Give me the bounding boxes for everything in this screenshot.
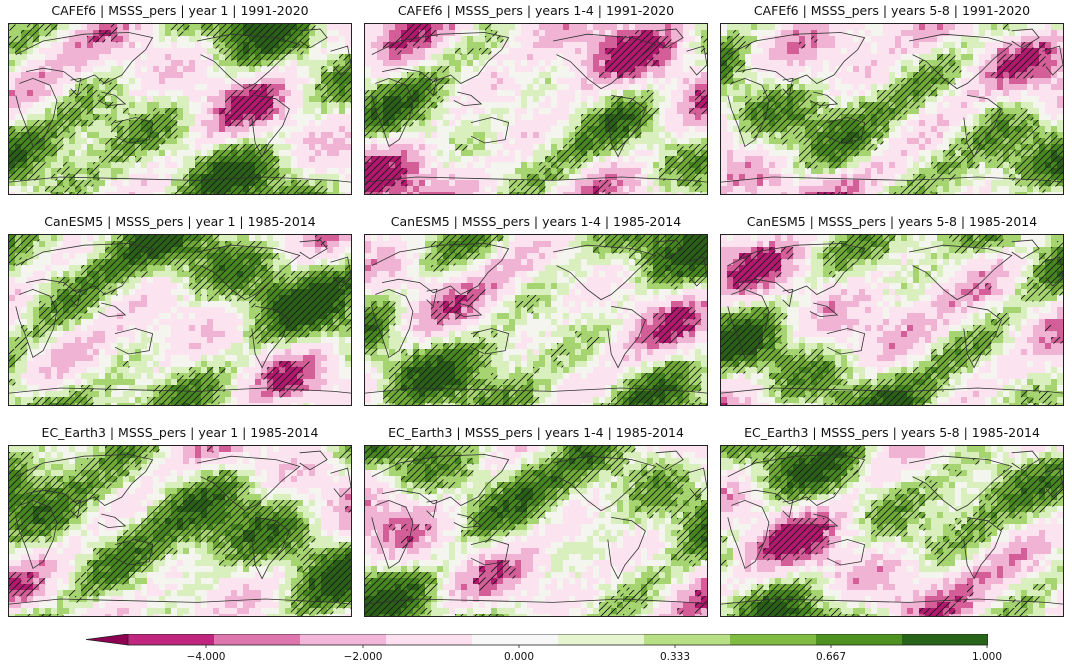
skill-field <box>9 235 351 405</box>
coastlines <box>9 28 351 183</box>
skill-map <box>720 445 1064 617</box>
skill-field <box>365 235 707 405</box>
skill-map <box>720 23 1064 195</box>
skill-map <box>8 23 352 195</box>
colorbar-segment <box>902 634 988 645</box>
map-panel: CanESM5 | MSSS_pers | years 1-4 | 1985-2… <box>364 214 708 406</box>
map-panel: CanESM5 | MSSS_pers | year 1 | 1985-2014 <box>8 214 352 406</box>
skill-field <box>721 24 1063 194</box>
colorbar-tick-label: 0.333 <box>659 651 691 663</box>
colorbar-segment <box>214 634 301 645</box>
coastlines <box>721 450 1063 605</box>
skill-map <box>8 445 352 617</box>
colorbar-segment <box>128 634 215 645</box>
colorbar-tick-label: 0.000 <box>503 651 535 663</box>
coastlines <box>365 239 707 394</box>
coastlines <box>9 239 351 394</box>
skill-field <box>9 446 351 616</box>
coastlines <box>365 28 707 183</box>
map-panel: EC_Earth3 | MSSS_pers | years 5-8 | 1985… <box>720 425 1064 617</box>
colorbar-tick-label: −4.000 <box>186 651 226 663</box>
colorbar-segment <box>558 634 645 645</box>
panel-title: CAFEf6 | MSSS_pers | years 5-8 | 1991-20… <box>753 3 1031 18</box>
panel-title: CanESM5 | MSSS_pers | year 1 | 1985-2014 <box>44 214 316 229</box>
coastlines <box>365 450 707 605</box>
skill-map <box>364 23 708 195</box>
skill-field <box>721 446 1063 616</box>
coastlines <box>721 239 1063 394</box>
skill-field <box>365 446 707 616</box>
colorbar-segment <box>730 634 817 645</box>
skill-map <box>364 234 708 406</box>
map-panel: EC_Earth3 | MSSS_pers | year 1 | 1985-20… <box>8 425 352 617</box>
significance-hatching <box>365 24 707 194</box>
significance-hatching <box>365 446 707 616</box>
significance-hatching <box>9 235 351 405</box>
panel-title: CanESM5 | MSSS_pers | years 1-4 | 1985-2… <box>390 214 682 229</box>
coastlines <box>721 28 1063 183</box>
panel-title: CAFEf6 | MSSS_pers | year 1 | 1991-2020 <box>51 3 309 18</box>
colorbar-segment <box>300 634 387 645</box>
colorbar <box>86 634 988 648</box>
panel-title: EC_Earth3 | MSSS_pers | years 5-8 | 1985… <box>744 425 1040 440</box>
map-panel: CanESM5 | MSSS_pers | years 5-8 | 1985-2… <box>720 214 1064 406</box>
map-panel: EC_Earth3 | MSSS_pers | years 1-4 | 1985… <box>364 425 708 617</box>
colorbar-extend-arrow <box>86 634 129 646</box>
skill-map <box>8 234 352 406</box>
skill-field <box>365 24 707 194</box>
significance-hatching <box>721 24 1063 194</box>
colorbar-segment <box>386 634 473 645</box>
colorbar-segment <box>644 634 731 645</box>
colorbar-tick-label: −2.000 <box>343 651 383 663</box>
colorbar-segment <box>472 634 559 645</box>
map-panel: CAFEf6 | MSSS_pers | years 1-4 | 1991-20… <box>364 3 708 195</box>
significance-hatching <box>721 446 1063 616</box>
colorbar-tick-label: 1.000 <box>971 651 1003 663</box>
skill-map <box>720 234 1064 406</box>
panel-title: CAFEf6 | MSSS_pers | years 1-4 | 1991-20… <box>397 3 675 18</box>
map-panel: CAFEf6 | MSSS_pers | year 1 | 1991-2020 <box>8 3 352 195</box>
coastlines <box>9 450 351 605</box>
skill-field <box>721 235 1063 405</box>
panel-title: EC_Earth3 | MSSS_pers | years 1-4 | 1985… <box>388 425 684 440</box>
colorbar-segment <box>816 634 903 645</box>
skill-map <box>364 445 708 617</box>
colorbar-tick-label: 0.667 <box>815 651 847 663</box>
panel-title: EC_Earth3 | MSSS_pers | year 1 | 1985-20… <box>41 425 319 440</box>
skill-field <box>9 24 351 194</box>
map-panel: CAFEf6 | MSSS_pers | years 5-8 | 1991-20… <box>720 3 1064 195</box>
panel-title: CanESM5 | MSSS_pers | years 5-8 | 1985-2… <box>746 214 1038 229</box>
